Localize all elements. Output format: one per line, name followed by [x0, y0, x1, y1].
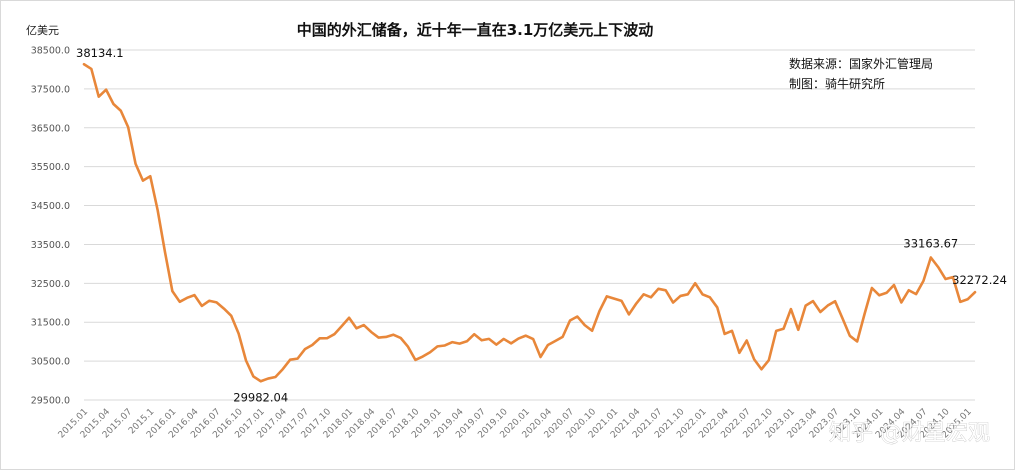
y-tick-label: 38500.0 — [31, 46, 70, 57]
y-tick-label: 36500.0 — [31, 123, 70, 134]
y-tick-label: 32500.0 — [31, 279, 70, 290]
series-line-group — [82, 62, 977, 383]
y-tick-label: 33500.0 — [31, 240, 70, 251]
series-line — [82, 62, 977, 383]
watermark: 知乎 @财星宏观 — [829, 421, 991, 447]
y-tick-label: 35500.0 — [31, 162, 70, 173]
y-tick-label: 31500.0 — [31, 318, 70, 329]
data-label: 32272.24 — [952, 273, 1007, 287]
y-tick-label: 29500.0 — [31, 396, 70, 407]
source-line-2: 制图：骑牛研究所 — [789, 76, 885, 91]
y-tick-label: 34500.0 — [31, 201, 70, 212]
data-annotations: 38134.1 29982.04 33163.67 32272.24 — [76, 46, 1007, 404]
data-label: 29982.04 — [233, 390, 288, 404]
data-label: 33163.67 — [903, 237, 958, 251]
source-line-1: 数据来源：国家外汇管理局 — [789, 56, 933, 71]
y-tick-label: 30500.0 — [31, 357, 70, 368]
data-label: 38134.1 — [76, 46, 124, 60]
watermark-text: 知乎 @财星宏观 — [829, 421, 990, 446]
grid-lines — [84, 49, 975, 401]
y-axis-tick-labels: 29500.0 30500.0 31500.0 32500.0 33500.0 34500… — [31, 46, 70, 407]
chart-title: 中国的外汇储备，近十年一直在3.1万亿美元上下波动 — [297, 21, 654, 39]
y-tick-label: 37500.0 — [31, 84, 70, 95]
y-axis-unit-label: 亿美元 — [26, 24, 59, 37]
